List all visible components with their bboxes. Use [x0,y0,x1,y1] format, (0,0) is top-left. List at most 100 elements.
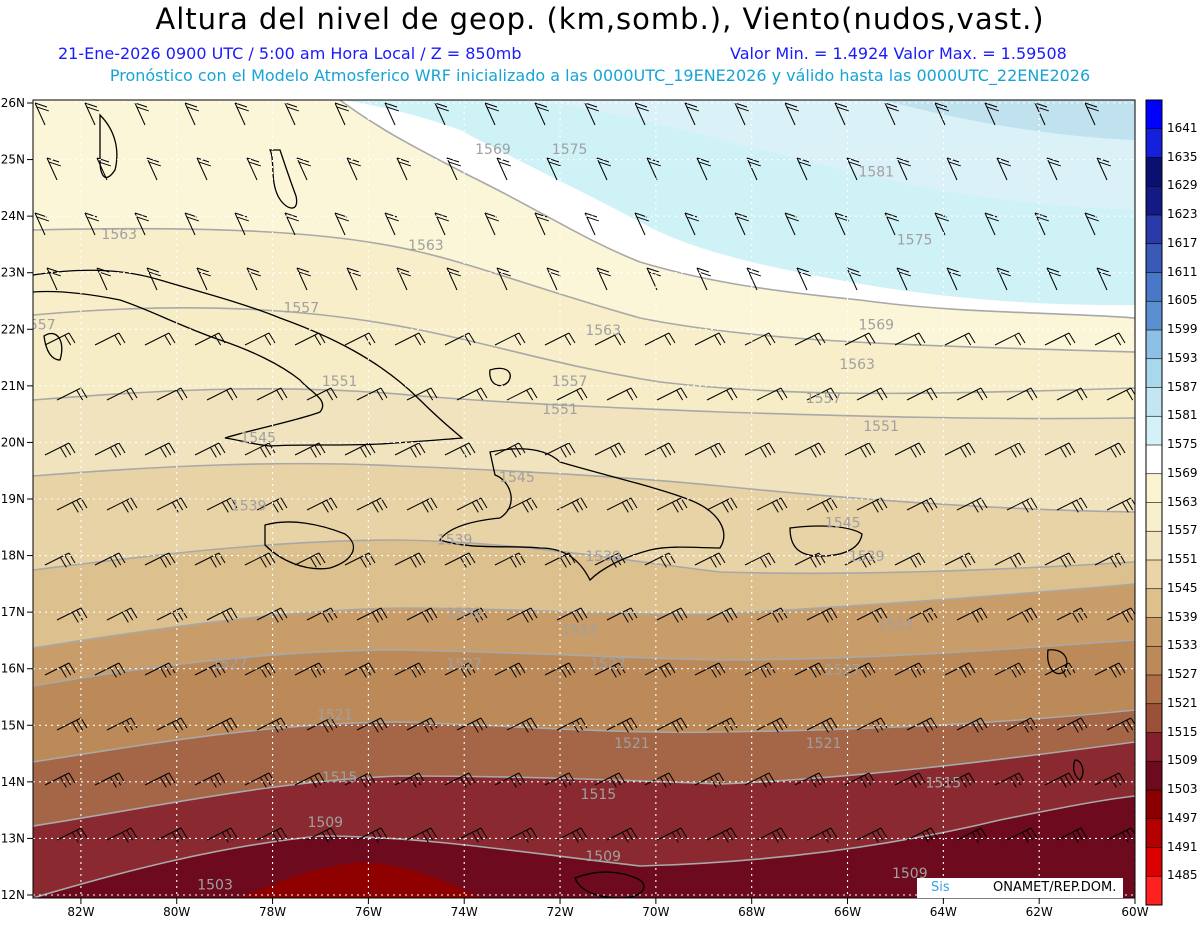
contour-label: 1527 [212,657,248,673]
wind-barb [656,607,688,623]
wind-barb [356,717,388,733]
colorbar-swatch [1146,531,1162,561]
wind-barb [1094,552,1126,568]
wind-barb [1044,552,1076,568]
wind-barb [1094,772,1126,788]
colorbar-level-label: 1527 [1167,667,1198,681]
wind-barb [994,552,1026,568]
wind-barb [906,497,938,513]
wind-barb [56,497,88,513]
wind-barb [294,332,326,346]
wind-barb [734,102,749,126]
colorbar-level-label: 1491 [1167,839,1198,854]
lon-label: 72W [546,905,573,919]
wind-barb [894,662,926,678]
wind-barb [144,332,176,346]
wind-barb [56,827,88,843]
contour-label: 1539 [437,532,473,548]
colorbar-swatch [1146,100,1162,130]
wind-barb [446,267,461,291]
colorbar-swatch [1146,790,1162,820]
wind-barb [56,387,88,401]
wind-barb [706,387,738,401]
contour-label: 1557 [806,391,842,407]
wind-barb [556,607,588,623]
wind-barb [584,102,599,126]
contour-label: 1539 [585,549,621,565]
colorbar-swatch [1146,847,1162,877]
contour-label: 1569 [475,142,511,158]
contour-label: 1515 [926,776,962,792]
contour-label: 1545 [499,470,535,486]
wind-barb [756,717,788,733]
wind-barb [156,497,188,513]
colorbar-level-label: 1497 [1167,810,1198,825]
wind-barb [1044,442,1076,458]
lon-label: 78W [259,905,286,919]
wind-barb [84,102,99,126]
wind-barb [444,552,476,568]
wind-barb [44,332,76,346]
wind-barb [696,157,711,181]
colorbar-level-label: 1599 [1167,322,1198,336]
wind-barb [856,607,888,623]
contour-label: 1551 [863,419,899,435]
contour-label: 1533 [561,623,597,639]
wind-barb [946,267,961,291]
colorbar-level-label: 1635 [1167,149,1198,164]
contour-label: 1533 [446,606,482,622]
wind-barb [806,607,838,623]
wind-barb [944,442,976,458]
valid-time: 21-Ene-2026 0900 UTC / 5:00 am Hora Loca… [58,44,522,63]
contour-label: 1509 [585,849,621,865]
lat-label: 19N [1,492,25,506]
wind-barb [246,157,261,181]
contour-label: 1539 [849,549,885,565]
colorbar-swatch [1146,473,1162,503]
wind-barb [856,387,888,401]
wind-barb [844,772,876,788]
colorbar-swatch [1146,560,1162,590]
wind-barb [494,332,526,346]
wind-barb [594,772,626,788]
contour-label: 1563 [839,357,875,373]
wind-barb [294,772,326,788]
colorbar-swatch [1146,732,1162,762]
wind-barb [644,442,676,458]
wind-barb [544,552,576,568]
lat-label: 21N [1,379,25,393]
wind-barb [56,607,88,623]
wind-barb [894,442,926,458]
wind-barb [44,442,76,458]
colorbar-level-label: 1641 [1167,120,1198,135]
lat-label: 24N [1,209,25,223]
contour-label: 1545 [240,430,276,446]
wind-barb [706,607,738,623]
wind-barb [94,552,126,568]
wind-barb [694,552,726,568]
contour-label: 1563 [585,323,621,339]
lat-label: 25N [1,153,25,167]
wind-barb [196,267,211,291]
lat-label: 23N [1,266,25,280]
wind-barb [544,442,576,458]
wind-barb [1106,717,1135,733]
wind-barb [1106,387,1135,401]
wind-barb [796,267,811,291]
wind-barb [344,442,376,458]
wind-barb [744,772,776,788]
wind-barb [744,662,776,678]
contour-label: 1515 [322,770,358,786]
wind-barb [106,497,138,513]
contour-label: 1569 [858,317,894,333]
wind-barb [606,497,638,513]
wind-barb [506,717,538,733]
colorbar-level-label: 1575 [1167,437,1198,451]
wind-barb [794,442,826,458]
colorbar-swatch [1146,818,1162,848]
wind-barb [1056,387,1088,401]
colorbar-level-label: 1563 [1167,494,1198,509]
colorbar-swatch [1146,215,1162,245]
wind-barb [234,102,249,126]
wind-barb [194,332,226,346]
